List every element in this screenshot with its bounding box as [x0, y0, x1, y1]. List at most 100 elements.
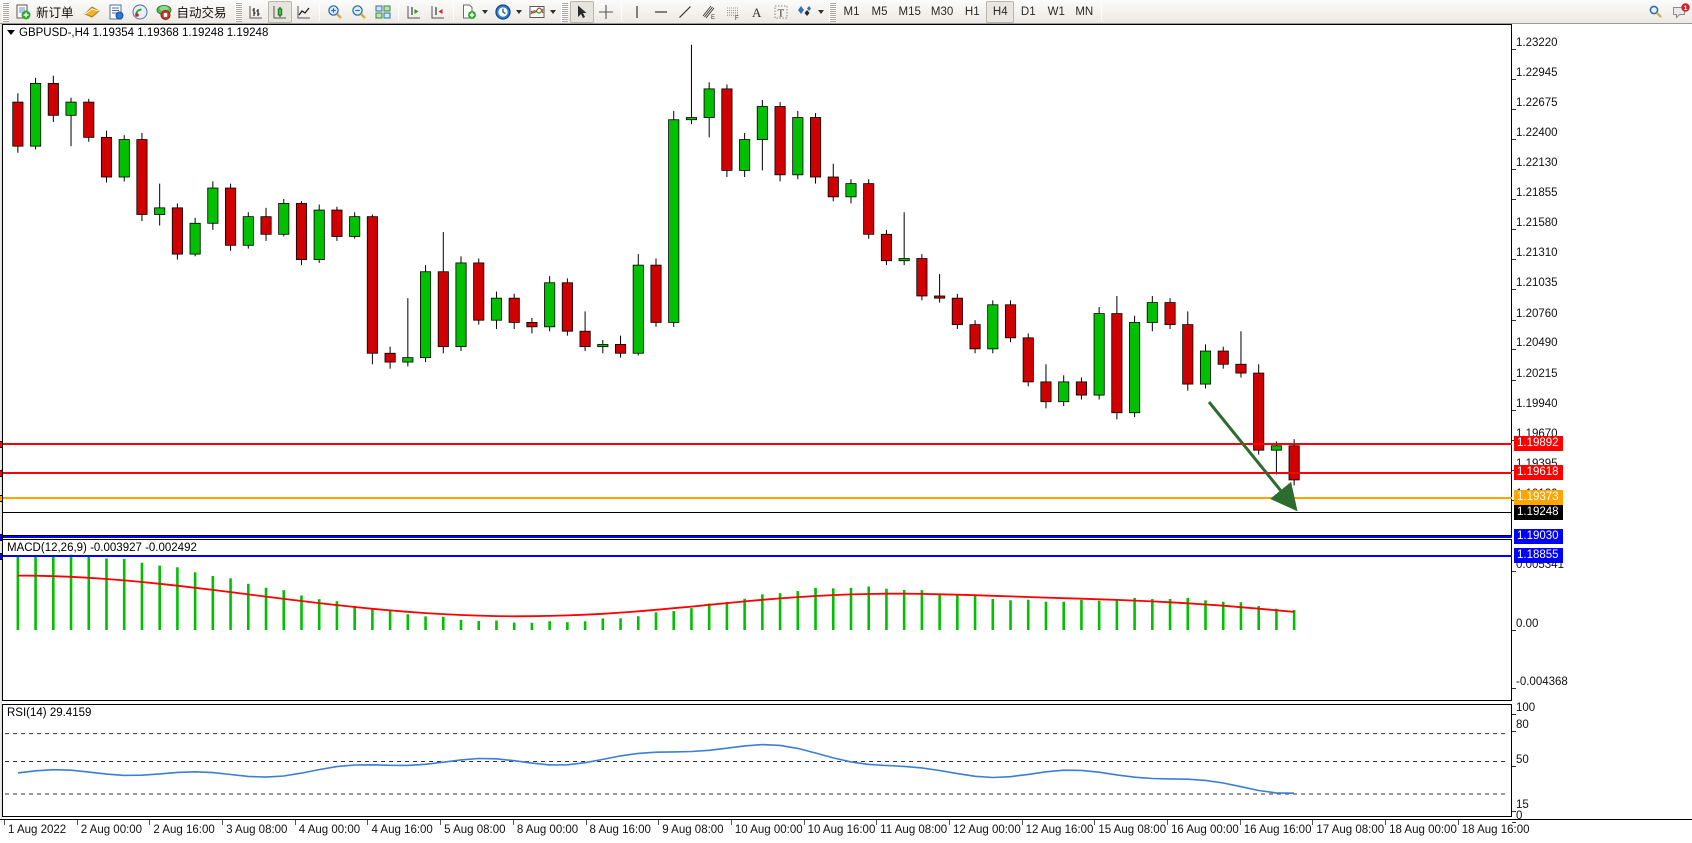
chart-menu-caret-icon[interactable] [7, 30, 15, 35]
price-tick-label: 1.23220 [1516, 36, 1558, 49]
level-line-handle[interactable] [0, 534, 3, 541]
horizontal-line-button[interactable] [649, 1, 673, 23]
time-tick [294, 820, 296, 825]
trendline-button[interactable] [673, 1, 697, 23]
cursor-button[interactable] [569, 0, 594, 23]
price-tick-label: 1.19940 [1516, 397, 1558, 410]
vertical-line-button[interactable] [625, 1, 649, 23]
macd-series [16, 554, 1296, 630]
level-line-handle[interactable] [0, 470, 3, 477]
price-tag-pivot[interactable]: 1.19373 [1514, 490, 1563, 505]
timeframe-mn[interactable]: MN [1075, 5, 1094, 18]
indicators-chevron-down-icon[interactable] [549, 9, 556, 14]
period-chevron-down-icon[interactable] [515, 9, 522, 14]
line-chart-button[interactable] [292, 1, 316, 23]
candlestick-chart-button[interactable] [267, 0, 292, 23]
macd-panel[interactable]: MACD(12,26,9) -0.003927 -0.002492 [2, 539, 1512, 701]
zoom-in-icon [326, 3, 344, 21]
time-tick [585, 820, 587, 825]
timeframe-w1[interactable]: W1 [1047, 5, 1065, 18]
navigator-button[interactable] [128, 1, 152, 23]
price-tick-label: 1.21580 [1516, 217, 1558, 230]
price-tag-last[interactable]: 1.19248 [1514, 505, 1563, 520]
auto-trading-label: 自动交易 [176, 6, 227, 20]
indicators-icon [528, 3, 546, 21]
time-tick [1021, 820, 1023, 825]
level-line-handle[interactable] [0, 553, 3, 560]
shapes-button[interactable] [793, 1, 827, 23]
rsi-scale-label: 80 [1516, 719, 1529, 731]
shapes-chevron-down-icon[interactable] [817, 9, 824, 14]
price-panel[interactable]: GBPUSD-,H4 1.19354 1.19368 1.19248 1.192… [2, 24, 1512, 536]
crosshair-button[interactable] [594, 1, 618, 23]
fibonacci-button[interactable]: F [721, 1, 745, 23]
time-tick-label: 12 Aug 16:00 [1025, 824, 1094, 836]
alerts-button[interactable]: 1 [1668, 1, 1692, 23]
zoom-in-button[interactable] [323, 1, 347, 23]
price-tag-support-1[interactable]: 1.19030 [1514, 529, 1563, 544]
zoom-out-button[interactable] [347, 1, 371, 23]
tile-windows-button[interactable] [371, 1, 395, 23]
price-tick-label: 1.20215 [1516, 367, 1558, 380]
new-order-label: 新订单 [36, 6, 74, 20]
rsi-panel[interactable]: RSI(14) 29.4159 [2, 704, 1512, 817]
equidistant-channel-button[interactable]: E [697, 1, 721, 23]
level-line-handle[interactable] [0, 441, 3, 448]
price-scale[interactable] [1512, 24, 1692, 819]
timeframe-d1[interactable]: D1 [1020, 5, 1036, 18]
chart-area[interactable]: GBPUSD-,H4 1.19354 1.19368 1.19248 1.192… [0, 24, 1692, 843]
chart-shift-button[interactable] [402, 1, 426, 23]
time-tick-label: 5 Aug 08:00 [444, 824, 506, 836]
price-tick: 1.21035 [1512, 277, 1558, 295]
price-tick: 1.22130 [1512, 157, 1558, 175]
navigator-icon [131, 3, 149, 21]
new-order-button[interactable]: 新订单 [11, 1, 80, 23]
expert-advisor-button[interactable] [80, 1, 104, 23]
price-tag-resistance-2[interactable]: 1.19618 [1514, 465, 1563, 480]
timeframe-h4[interactable]: H4 [986, 0, 1015, 23]
templates-chevron-down-icon[interactable] [481, 9, 488, 14]
time-tick [948, 820, 950, 825]
bar-chart-button[interactable] [244, 1, 268, 23]
time-tick [1457, 820, 1459, 825]
templates-button[interactable] [457, 1, 491, 23]
time-axis: 1 Aug 2022 2 Aug 00:00 2 Aug 16:00 3 Aug 08… [0, 819, 1692, 843]
auto-scroll-button[interactable] [426, 1, 450, 23]
timeframe-h1[interactable]: H1 [964, 5, 980, 18]
price-plot [3, 25, 1511, 535]
timeframe-m30[interactable]: M30 [930, 5, 954, 18]
level-line-bar [2, 555, 1512, 557]
toolbar-grip[interactable] [2, 1, 9, 22]
time-tick [658, 820, 660, 825]
time-tick-label: 1 Aug 2022 [8, 824, 67, 836]
auto-trading-button[interactable]: 自动交易 [152, 1, 233, 23]
rsi-scale-tick: 15 [1512, 799, 1529, 817]
price-tick-label: 1.20760 [1516, 307, 1558, 320]
price-tag-resistance-1[interactable]: 1.19892 [1514, 436, 1563, 451]
period-button[interactable] [491, 1, 525, 23]
text-label-button[interactable]: T [769, 1, 793, 23]
trendline-icon [676, 3, 694, 21]
indicators-button[interactable] [525, 1, 559, 23]
data-window-button[interactable] [104, 1, 128, 23]
level-line-bar [2, 497, 1512, 499]
price-tag-support-2[interactable]: 1.18855 [1514, 548, 1563, 563]
macd-scale-tick: 0.00 [1511, 618, 1538, 636]
price-tick: 1.21580 [1512, 217, 1558, 235]
toolbar-grip-4[interactable] [828, 1, 836, 22]
price-tick: 1.22675 [1512, 97, 1558, 115]
timeframe-m1[interactable]: M1 [843, 5, 860, 18]
time-tick [730, 820, 732, 825]
arrow-annotation[interactable] [1195, 394, 1310, 519]
toolbar-grip-3[interactable] [560, 1, 568, 22]
search-button[interactable] [1644, 1, 1668, 23]
timeframe-m15[interactable]: M15 [898, 5, 921, 18]
timeframe-m5[interactable]: M5 [871, 5, 888, 18]
toolbar-grip-2[interactable] [234, 1, 242, 22]
price-tick-label: 1.21310 [1516, 247, 1558, 259]
time-tick [440, 820, 442, 825]
level-line-handle[interactable] [0, 495, 3, 502]
time-tick-label: 16 Aug 00:00 [1171, 824, 1239, 836]
text-button[interactable]: A [745, 1, 769, 23]
rsi-label: RSI(14) 29.4159 [7, 707, 92, 719]
